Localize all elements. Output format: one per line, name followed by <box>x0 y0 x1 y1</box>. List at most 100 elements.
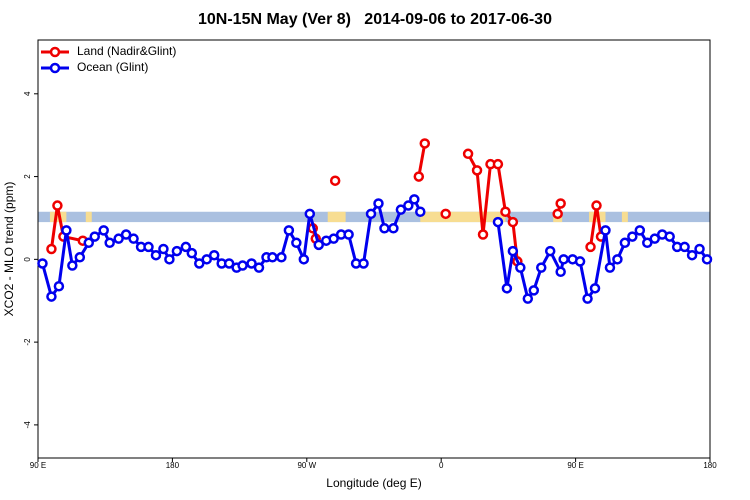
data-point <box>164 254 175 265</box>
data-point <box>201 254 212 265</box>
data-point <box>477 229 489 240</box>
y-tick-label: 2 <box>23 174 32 179</box>
data-point <box>53 280 65 292</box>
data-point <box>501 283 513 294</box>
data-point <box>522 293 534 304</box>
x-axis-title: Longitude (deg E) <box>326 476 421 490</box>
data-point <box>544 245 556 257</box>
y-tick-label: 4 <box>23 91 32 96</box>
data-point <box>536 262 547 273</box>
data-point <box>246 258 257 269</box>
data-point <box>388 223 399 234</box>
data-point <box>694 243 705 255</box>
y-tick-label: -4 <box>23 421 32 429</box>
data-point <box>298 254 310 265</box>
data-point <box>328 233 339 244</box>
data-point <box>276 252 287 263</box>
data-point <box>591 200 602 211</box>
data-point <box>413 171 425 182</box>
data-point <box>379 223 390 234</box>
data-point <box>37 258 48 269</box>
data-point <box>291 237 302 249</box>
data-point <box>208 249 220 261</box>
data-point <box>158 243 169 255</box>
data-point <box>358 258 369 269</box>
data-point <box>500 206 511 218</box>
data-point <box>492 216 504 228</box>
data-point <box>283 225 295 236</box>
x-tick-label: 180 <box>703 461 717 470</box>
legend-label: Ocean (Glint) <box>77 60 148 74</box>
data-point <box>471 165 483 176</box>
x-tick-label: 180 <box>166 461 180 470</box>
data-point <box>604 262 616 273</box>
data-point <box>180 241 192 253</box>
x-tick-label: 0 <box>439 461 444 470</box>
data-point <box>679 241 690 253</box>
data-point <box>600 225 611 236</box>
data-point <box>61 225 72 236</box>
data-point <box>558 254 569 265</box>
data-point <box>507 245 519 257</box>
data-point <box>171 245 183 257</box>
band-highlight <box>621 211 628 223</box>
data-point <box>253 262 265 273</box>
data-point <box>612 254 623 265</box>
data-point <box>395 204 407 215</box>
data-point <box>83 237 95 249</box>
data-point <box>574 256 586 267</box>
data-point <box>98 225 109 236</box>
chart-title: 10N-15N May (Ver 8) 2014-09-06 to 2017-0… <box>198 11 552 28</box>
data-point <box>528 285 540 296</box>
x-tick-label: 90 W <box>297 461 316 470</box>
data-point <box>89 231 100 242</box>
data-point <box>313 239 324 251</box>
legend-label: Land (Nadir&Glint) <box>77 44 176 58</box>
data-point <box>686 249 698 261</box>
y-axis-title: XCO2 - MLO trend (ppm) <box>2 182 16 317</box>
data-point <box>419 138 431 149</box>
data-point <box>104 237 115 249</box>
data-point <box>552 208 563 220</box>
x-tick-label: 90 E <box>567 461 583 470</box>
data-point <box>415 206 426 218</box>
data-point <box>120 229 132 240</box>
data-point <box>329 175 341 186</box>
data-point <box>373 198 384 209</box>
plot-frame <box>37 39 711 459</box>
data-point <box>664 231 675 242</box>
data-point <box>343 229 354 240</box>
data-point <box>67 260 78 271</box>
data-point <box>589 283 601 294</box>
data-point <box>365 208 377 220</box>
data-point <box>462 148 474 160</box>
data-point <box>507 216 519 228</box>
data-point <box>555 266 566 278</box>
data-point <box>52 200 63 211</box>
data-point <box>113 233 124 244</box>
data-point <box>440 208 451 220</box>
data-point <box>582 293 593 304</box>
data-point <box>649 233 660 244</box>
data-point <box>634 225 646 236</box>
band-highlight <box>327 211 346 223</box>
data-point <box>74 252 86 263</box>
data-point <box>701 254 713 265</box>
data-point <box>267 252 278 263</box>
data-point <box>403 200 414 211</box>
data-point <box>150 249 162 261</box>
data-point <box>492 158 504 170</box>
y-tick-label: -2 <box>23 338 32 346</box>
data-point <box>627 231 638 242</box>
data-point <box>128 233 139 244</box>
data-point <box>46 243 57 255</box>
x-tick-label: 90 E <box>30 461 46 470</box>
data-point <box>555 198 566 209</box>
band-highlight <box>85 211 92 223</box>
data-point <box>585 241 596 253</box>
legend-marker <box>49 62 61 74</box>
data-point <box>409 194 420 205</box>
data-point <box>223 258 235 269</box>
band-highlight <box>420 211 506 223</box>
